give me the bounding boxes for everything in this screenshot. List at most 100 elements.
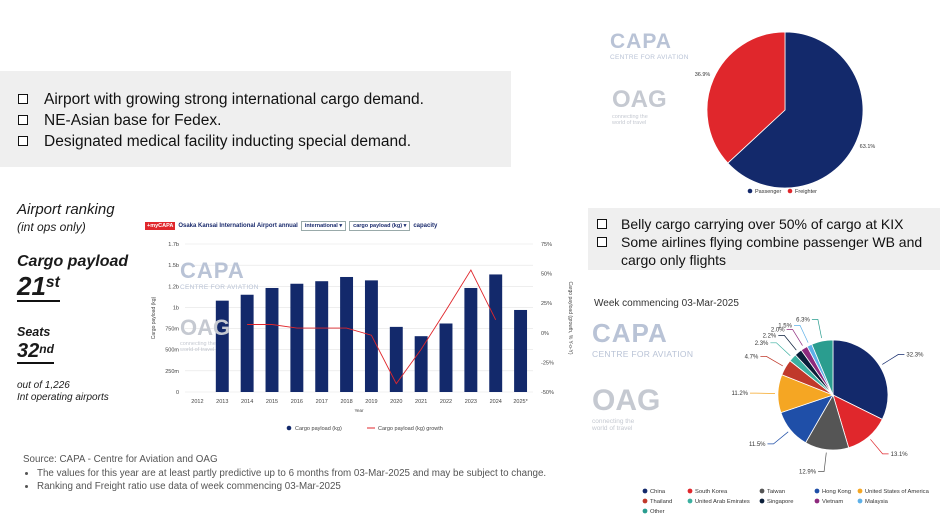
legend-label: Singapore [767, 499, 793, 505]
ranking-subtitle: (int ops only) [17, 220, 86, 234]
x-tick-label: 2015 [266, 399, 278, 405]
x-tick-label: 2014 [241, 399, 253, 405]
pie-leader-line [767, 431, 789, 445]
y2-axis-title: Cargo payload (growth, % Y-o-Y) [567, 281, 573, 354]
y-tick-label: 500m [165, 348, 179, 354]
legend-swatch [687, 488, 693, 494]
pie-leader-line [794, 325, 809, 343]
chevron-down-icon: ▾ [403, 222, 407, 229]
x-tick-label: 2020 [390, 399, 402, 405]
x-tick-label: 2013 [216, 399, 228, 405]
x-tick-label: 2024 [490, 399, 502, 405]
pie-value-label: 13.1% [891, 452, 909, 458]
y-axis-title: Cargo payload (kg) [151, 296, 157, 339]
cargo-rank-value: 21st [17, 271, 60, 302]
y-tick-label: 1.5b [168, 263, 179, 269]
oag-watermark: OAG connecting the world of travel [180, 315, 231, 353]
bullet-item: Some airlines flying combine passenger W… [588, 233, 940, 269]
pie-leader-line [870, 439, 889, 455]
capa-logo-sub: CENTRE FOR AVIATION [610, 54, 689, 61]
cargo-bar [389, 326, 403, 392]
pie-value-label: 36.9% [695, 72, 711, 78]
legend-label: Thailand [650, 499, 672, 505]
region-select[interactable]: international ▾ [300, 220, 347, 231]
legend-label: Malaysia [865, 499, 889, 505]
mycapa-badge[interactable]: +myCAPA [145, 221, 176, 230]
legend-swatch [642, 498, 648, 504]
cargo-bar [464, 287, 478, 392]
y-tick-label: 250m [165, 369, 179, 375]
y2-tick-label: 0% [541, 331, 549, 337]
oag-logo: OAG [592, 384, 661, 417]
cargo-bar [315, 281, 329, 392]
x-tick-label: 2022 [440, 399, 452, 405]
cargo-bar [514, 309, 528, 392]
bullet-item: Airport with growing strong internationa… [0, 89, 511, 110]
y2-tick-label: 25% [541, 301, 552, 307]
checkbox-square-icon [597, 219, 607, 229]
legend-swatch [857, 498, 863, 504]
pie-leader-line [818, 452, 827, 472]
bullet-item: Designated medical facility inducting sp… [0, 131, 511, 152]
legend-label: Passenger [755, 189, 781, 195]
pie-value-label: 12.9% [799, 469, 817, 475]
x-tick-label: 2017 [316, 399, 328, 405]
capa-logo-sub: CENTRE FOR AVIATION [180, 284, 259, 291]
capa-watermark: CAPA CENTRE FOR AVIATION [180, 258, 259, 291]
legend-label: United Arab Emirates [695, 499, 750, 505]
source-note: Ranking and Freight ratio use data of we… [37, 481, 583, 494]
y-tick-label: 1.7b [168, 242, 179, 248]
cargo-bar [340, 276, 354, 392]
cargo-bar [489, 274, 503, 392]
source-notes: Source: CAPA - Centre for Aviation and O… [23, 454, 583, 495]
pie-leader-line [882, 354, 905, 365]
belly-cargo-bullets-box: Belly cargo carrying over 50% of cargo a… [588, 208, 940, 270]
x-tick-label: 2012 [191, 399, 203, 405]
y2-tick-label: 50% [541, 272, 552, 278]
legend-label: Freighter [795, 189, 817, 195]
legend-label: United States of America [865, 489, 930, 495]
pie-leader-line [770, 342, 791, 356]
y2-tick-label: -50% [541, 390, 554, 396]
ranking-title: Airport ranking [17, 201, 115, 218]
pie-leader-line [778, 335, 797, 351]
chevron-down-icon: ▾ [339, 222, 343, 229]
legend-swatch [759, 488, 765, 494]
cargo-bar [240, 294, 254, 392]
growth-line [247, 269, 497, 385]
legend-label: Hong Kong [822, 489, 851, 495]
pie-leader-line [811, 319, 822, 339]
x-tick-label: 2025* [513, 399, 528, 405]
cargo-payload-label: Cargo payload [17, 253, 129, 270]
country-share-pie: 32.3% 13.1% 12.9% 11.5% 11.2% 4.7% 2.3% 2.2%2.0… [642, 318, 930, 515]
legend-swatch [687, 498, 693, 504]
out-of-note: out of 1,226 Int operating airports [17, 380, 109, 403]
pie-value-label: 63.1% [860, 144, 876, 150]
capa-logo: CAPA [180, 258, 245, 283]
legend-swatch-cargo [286, 425, 292, 431]
legend-label: Vietnam [822, 499, 843, 505]
source-title: Source: CAPA - Centre for Aviation and O… [23, 454, 218, 465]
y-tick-label: 0 [176, 390, 179, 396]
oag-watermark: OAG connecting the world of travel [612, 86, 667, 126]
legend-label: Other [650, 509, 665, 515]
legend-swatch [857, 488, 863, 494]
oag-logo: OAG [612, 86, 667, 113]
summary-bullets-box: Airport with growing strong internationa… [0, 71, 511, 167]
legend-swatch [814, 488, 820, 494]
pie-value-label: 2.2% [763, 333, 777, 339]
checkbox-square-icon [18, 94, 28, 104]
cargo-bar [215, 300, 229, 392]
legend-swatch [642, 488, 648, 494]
cargo-bar [265, 287, 279, 392]
legend-label: South Korea [695, 489, 728, 495]
y-tick-label: 750m [165, 327, 179, 333]
x-tick-label: 2016 [291, 399, 303, 405]
metric-select[interactable]: cargo payload (kg) ▾ [349, 220, 411, 231]
capa-logo: CAPA [592, 318, 668, 348]
cargo-bar [414, 336, 428, 392]
legend-label-growth: Cargo payload (kg) growth [378, 426, 443, 432]
x-tick-label: 2018 [340, 399, 352, 405]
legend-label: Taiwan [767, 489, 785, 495]
pie-value-label: 11.2% [731, 391, 748, 397]
